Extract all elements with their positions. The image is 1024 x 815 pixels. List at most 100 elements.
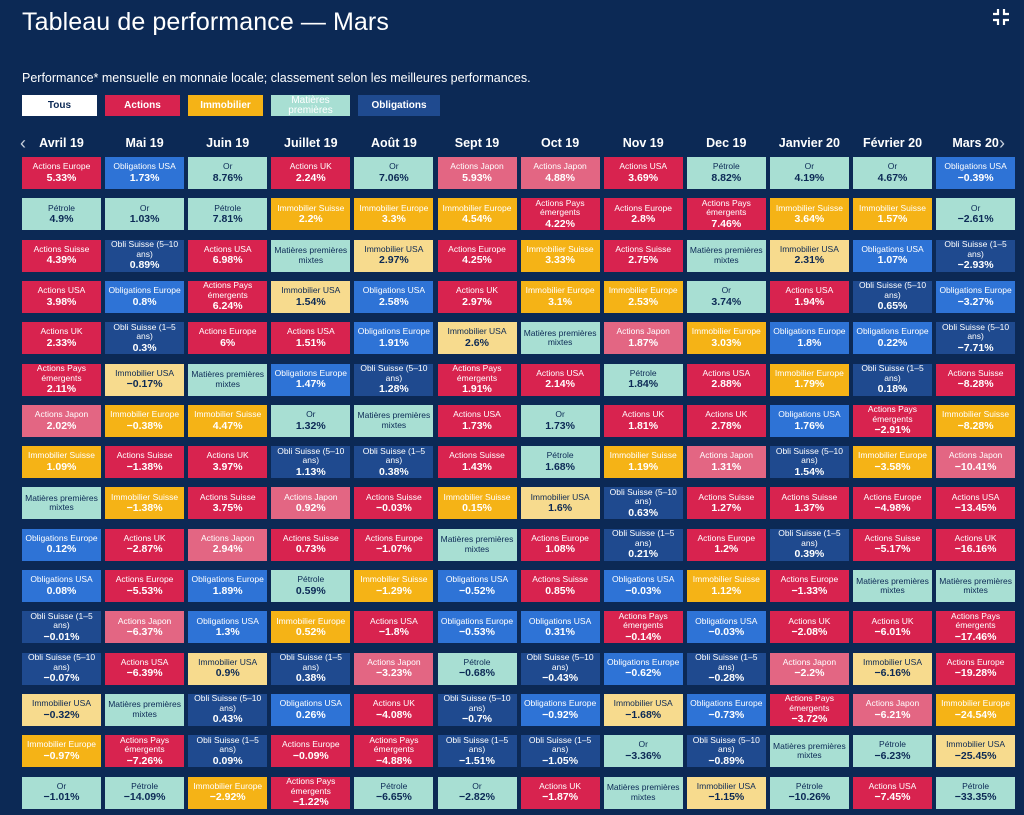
performance-cell[interactable]: Matières premières mixtes: [603, 776, 683, 809]
performance-cell[interactable]: Actions Europe 5.33%: [22, 157, 101, 189]
performance-cell[interactable]: Obligations Europe 0.22%: [853, 322, 932, 355]
performance-cell[interactable]: Or 3.74%: [686, 280, 766, 313]
performance-cell[interactable]: Actions Pays émergents 7.46%: [686, 198, 766, 231]
performance-cell[interactable]: Pétrole 8.82%: [686, 157, 766, 189]
performance-cell[interactable]: Or −2.82%: [437, 776, 517, 809]
performance-cell[interactable]: Actions Pays émergents −3.72%: [769, 693, 849, 726]
performance-cell[interactable]: Actions Pays émergents 1.91%: [437, 363, 517, 396]
performance-cell[interactable]: Obli Suisse (1–5 ans) 0.3%: [105, 322, 185, 355]
performance-cell[interactable]: Actions USA −7.45%: [853, 776, 932, 809]
performance-cell[interactable]: Immobilier Suisse −8.28%: [936, 404, 1016, 437]
performance-cell[interactable]: Obligations Europe 0.8%: [105, 280, 185, 313]
performance-cell[interactable]: Actions Japon −2.2%: [769, 652, 849, 685]
performance-cell[interactable]: Actions UK −2.08%: [769, 611, 849, 644]
performance-cell[interactable]: Immobilier USA 2.97%: [354, 239, 434, 272]
performance-cell[interactable]: Pétrole −6.23%: [853, 735, 932, 768]
performance-cell[interactable]: Immobilier Suisse 3.33%: [520, 239, 600, 272]
performance-cell[interactable]: Immobilier Europe −24.54%: [936, 693, 1016, 726]
performance-cell[interactable]: Immobilier Europe 3.03%: [686, 322, 766, 355]
performance-cell[interactable]: Obligations Europe 0.12%: [22, 528, 101, 561]
performance-cell[interactable]: Obligations Europe −0.92%: [520, 693, 600, 726]
performance-cell[interactable]: Obligations Europe 1.47%: [271, 363, 351, 396]
performance-cell[interactable]: Obligations USA −0.03%: [603, 570, 683, 602]
performance-cell[interactable]: Immobilier Europe 0.52%: [271, 611, 351, 644]
performance-cell[interactable]: Actions Suisse 1.27%: [686, 487, 766, 520]
performance-cell[interactable]: Obli Suisse (5–10 ans) 1.28%: [354, 363, 434, 396]
performance-cell[interactable]: Actions Suisse −0.03%: [354, 487, 434, 520]
performance-cell[interactable]: Obli Suisse (1–5 ans) −2.93%: [936, 239, 1016, 272]
performance-cell[interactable]: Actions UK −1.87%: [520, 776, 600, 809]
performance-cell[interactable]: Or 1.73%: [520, 404, 600, 437]
performance-cell[interactable]: Obligations Europe −0.53%: [437, 611, 517, 644]
performance-cell[interactable]: Actions Europe −4.98%: [853, 487, 932, 520]
performance-cell[interactable]: Actions USA 3.98%: [22, 280, 101, 313]
filter-tous[interactable]: Tous: [22, 95, 97, 116]
performance-cell[interactable]: Immobilier USA −0.17%: [105, 363, 185, 396]
performance-cell[interactable]: Actions Europe −1.33%: [769, 570, 849, 602]
performance-cell[interactable]: Matières premières mixtes: [22, 487, 101, 520]
performance-cell[interactable]: Immobilier USA −0.32%: [22, 693, 101, 726]
performance-cell[interactable]: Obligations Europe −0.73%: [686, 693, 766, 726]
performance-cell[interactable]: Immobilier Europe 3.3%: [354, 198, 434, 231]
performance-cell[interactable]: Obli Suisse (1–5 ans) −0.01%: [22, 611, 101, 644]
performance-cell[interactable]: Matières premières mixtes: [686, 239, 766, 272]
performance-cell[interactable]: Immobilier Europe 2.53%: [603, 280, 683, 313]
performance-cell[interactable]: Actions Japon 2.94%: [188, 528, 268, 561]
performance-cell[interactable]: Obli Suisse (5–10 ans) −0.7%: [437, 693, 517, 726]
performance-cell[interactable]: Actions UK 2.33%: [22, 322, 101, 355]
performance-cell[interactable]: Actions Pays émergents −1.22%: [271, 776, 351, 809]
performance-cell[interactable]: Or 1.03%: [105, 198, 185, 231]
performance-cell[interactable]: Immobilier Europe 1.79%: [769, 363, 849, 396]
performance-cell[interactable]: Obli Suisse (1–5 ans) 0.18%: [853, 363, 932, 396]
performance-cell[interactable]: Actions USA −1.8%: [354, 611, 434, 644]
performance-cell[interactable]: Actions Japon 0.92%: [271, 487, 351, 520]
performance-cell[interactable]: Actions Pays émergents −7.26%: [105, 735, 185, 768]
performance-cell[interactable]: Immobilier Suisse −1.38%: [105, 487, 185, 520]
performance-cell[interactable]: Actions Japon 5.93%: [437, 157, 517, 189]
filter-obligations[interactable]: Obligations: [358, 95, 440, 116]
performance-cell[interactable]: Actions Pays émergents 4.22%: [520, 198, 600, 231]
performance-cell[interactable]: Actions Europe 2.8%: [603, 198, 683, 231]
performance-cell[interactable]: Actions UK 1.81%: [603, 404, 683, 437]
performance-cell[interactable]: Actions Pays émergents 2.11%: [22, 363, 101, 396]
performance-cell[interactable]: Obli Suisse (5–10 ans) 1.13%: [271, 446, 351, 479]
performance-cell[interactable]: Obligations USA 1.3%: [188, 611, 268, 644]
performance-cell[interactable]: Actions Pays émergents −17.46%: [936, 611, 1016, 644]
performance-cell[interactable]: Pétrole 4.9%: [22, 198, 101, 231]
performance-cell[interactable]: Immobilier Suisse 4.47%: [188, 404, 268, 437]
performance-cell[interactable]: Immobilier Suisse 0.15%: [437, 487, 517, 520]
performance-cell[interactable]: Obligations USA 1.73%: [105, 157, 185, 189]
performance-cell[interactable]: Immobilier Suisse 3.64%: [769, 198, 849, 231]
performance-cell[interactable]: Obli Suisse (5–10 ans) 0.89%: [105, 239, 185, 272]
performance-cell[interactable]: Obli Suisse (5–10 ans) 0.65%: [853, 280, 932, 313]
performance-cell[interactable]: Pétrole 0.59%: [271, 570, 351, 602]
performance-cell[interactable]: Or 8.76%: [188, 157, 268, 189]
performance-cell[interactable]: Actions UK 2.78%: [686, 404, 766, 437]
performance-cell[interactable]: Or 4.67%: [853, 157, 932, 189]
performance-cell[interactable]: Obligations USA −0.03%: [686, 611, 766, 644]
performance-cell[interactable]: Obli Suisse (1–5 ans) 0.38%: [354, 446, 434, 479]
performance-cell[interactable]: Immobilier USA −1.68%: [603, 693, 683, 726]
performance-cell[interactable]: Pétrole 7.81%: [188, 198, 268, 231]
performance-cell[interactable]: Immobilier Europe −2.92%: [188, 776, 268, 809]
performance-cell[interactable]: Matières premières mixtes: [769, 735, 849, 768]
performance-cell[interactable]: Immobilier USA −25.45%: [936, 735, 1016, 768]
performance-cell[interactable]: Actions USA 1.94%: [769, 280, 849, 313]
performance-cell[interactable]: Matières premières mixtes: [936, 570, 1016, 602]
performance-cell[interactable]: Obligations USA 2.58%: [354, 280, 434, 313]
performance-cell[interactable]: Obli Suisse (1–5 ans) 0.09%: [188, 735, 268, 768]
performance-cell[interactable]: Actions Europe 4.25%: [437, 239, 517, 272]
performance-cell[interactable]: Actions Suisse 1.43%: [437, 446, 517, 479]
performance-cell[interactable]: Obligations Europe 1.8%: [769, 322, 849, 355]
filter-actions[interactable]: Actions: [105, 95, 180, 116]
performance-cell[interactable]: Obli Suisse (5–10 ans) −0.43%: [520, 652, 600, 685]
performance-cell[interactable]: Actions UK −6.01%: [853, 611, 932, 644]
performance-cell[interactable]: Actions USA 3.69%: [603, 157, 683, 189]
performance-cell[interactable]: Actions Japon −3.23%: [354, 652, 434, 685]
performance-cell[interactable]: Immobilier Europe −0.97%: [22, 735, 101, 768]
performance-cell[interactable]: Pétrole 1.68%: [520, 446, 600, 479]
performance-cell[interactable]: Actions Europe 6%: [188, 322, 268, 355]
performance-cell[interactable]: Obligations USA −0.39%: [936, 157, 1016, 189]
performance-cell[interactable]: Actions Europe 1.2%: [686, 528, 766, 561]
performance-cell[interactable]: Immobilier Europe −0.38%: [105, 404, 185, 437]
